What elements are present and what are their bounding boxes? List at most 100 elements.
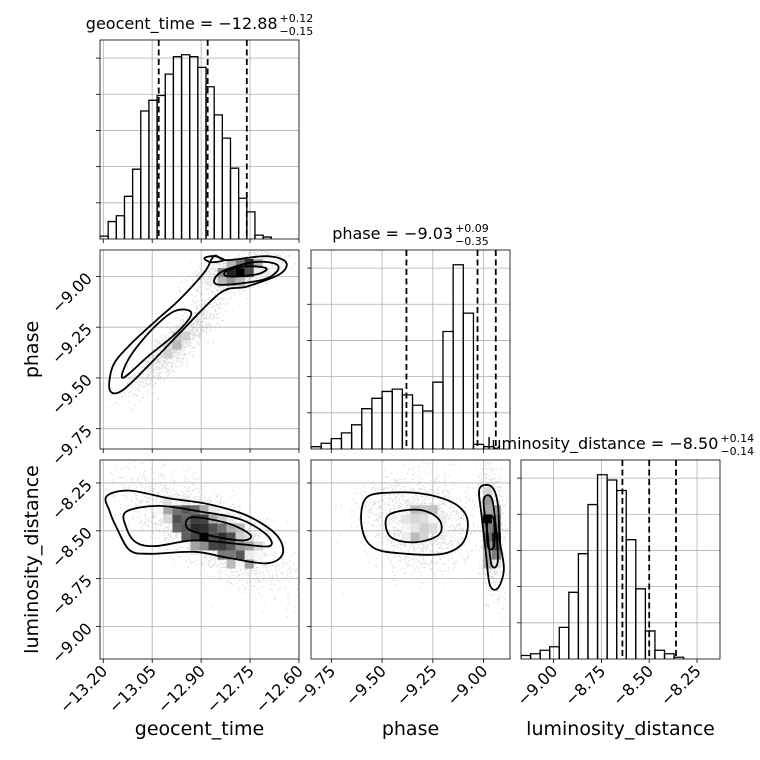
histogram-bar-luminosity_distance-6 [577, 553, 589, 659]
ytick-label-phase-0: −9.75 [48, 421, 96, 469]
histogram-bar-phase-1 [320, 442, 332, 449]
histogram-bar-geocent_time-10 [180, 54, 191, 239]
contour-geocent_time-phase-4 [203, 255, 225, 264]
histogram-bar-luminosity_distance-16 [673, 656, 685, 659]
histogram-panel-geocent_time [96, 39, 300, 243]
ytick-label-luminosity_distance-2: −8.50 [48, 523, 96, 571]
scatter-panel-phase-luminosity_distance [307, 459, 511, 663]
title-text-phase: phase = −9.03 [332, 224, 453, 243]
histogram-bar-luminosity_distance-10 [616, 489, 627, 659]
ytick-label-luminosity_distance-3: −8.25 [48, 475, 96, 523]
title-minus-phase: −0.35 [455, 235, 489, 248]
histogram-bar-geocent_time-18 [246, 211, 256, 239]
histogram-bar-luminosity_distance-5 [568, 591, 580, 659]
histogram-bar-phase-3 [340, 432, 353, 449]
histogram-bar-luminosity_distance-11 [625, 539, 637, 659]
histogram-bar-luminosity_distance-2 [539, 649, 551, 659]
contour-phase-luminosity_distance-4 [485, 515, 496, 551]
histogram-bar-geocent_time-19 [254, 234, 264, 239]
title-plus-luminosity_distance: +0.14 [720, 432, 754, 445]
contour-phase-luminosity_distance-1 [384, 508, 443, 544]
histogram-bar-phase-11 [422, 410, 434, 449]
title-plus-geocent_time: +0.12 [280, 12, 314, 25]
histogram-bar-phase-14 [452, 264, 464, 449]
xtick-label-luminosity_distance-2: −8.50 [609, 661, 657, 709]
title-minus-luminosity_distance: −0.14 [720, 445, 754, 458]
panel-frame-geocent_time-luminosity_distance [99, 459, 300, 660]
contour-geocent_time-luminosity_distance-1 [122, 504, 273, 548]
histogram-bar-geocent_time-20 [262, 236, 272, 239]
xtick-label-geocent_time-2: −12.90 [154, 661, 209, 716]
title-minus-geocent_time: −0.15 [280, 25, 314, 38]
ylabel-luminosity_distance: luminosity_distance [21, 465, 43, 654]
contour-geocent_time-phase-1 [120, 308, 193, 379]
histogram-bar-geocent_time-17 [238, 197, 248, 239]
histogram-bar-luminosity_distance-4 [558, 626, 570, 659]
title-plus-phase: +0.09 [455, 222, 489, 235]
histogram-bar-phase-16 [472, 443, 485, 449]
title-text-luminosity_distance: luminosity_distance = −8.50 [487, 434, 718, 454]
histogram-bar-phase-15 [462, 312, 475, 449]
histogram-bar-phase-4 [350, 424, 363, 449]
sample-points-geocent_time-phase [106, 250, 296, 446]
histogram-bar-phase-9 [401, 394, 414, 449]
histogram-bar-luminosity_distance-14 [654, 649, 666, 659]
panel-title-luminosity_distance: luminosity_distance = −8.50 +0.14−0.14 [487, 432, 754, 458]
histogram-bar-phase-8 [391, 388, 404, 449]
histogram-panel-luminosity_distance [517, 459, 721, 663]
histogram-bar-geocent_time-12 [197, 66, 207, 239]
histogram-bar-geocent_time-4 [131, 168, 142, 239]
ytick-label-phase-2: −9.25 [48, 320, 96, 368]
histogram-bar-luminosity_distance-15 [663, 653, 675, 659]
panel-frame-luminosity_distance [520, 459, 721, 660]
panel-frame-geocent_time-phase [99, 249, 300, 450]
histogram-bar-phase-17 [482, 446, 495, 449]
xlabel-phase: phase [382, 718, 439, 740]
ytick-label-phase-1: −9.50 [48, 370, 96, 418]
histogram-bar-phase-7 [381, 390, 393, 449]
title-text-geocent_time: geocent_time = −12.88 [86, 14, 278, 34]
histogram-bar-phase-12 [432, 381, 444, 449]
histogram-bar-luminosity_distance-9 [606, 479, 618, 659]
contour-geocent_time-luminosity_distance-0 [104, 489, 285, 565]
ytick-label-luminosity_distance-0: −9.00 [48, 619, 96, 667]
contour-phase-luminosity_distance-0 [360, 491, 469, 556]
xlabel-geocent_time: geocent_time [135, 718, 264, 740]
histogram-bar-luminosity_distance-8 [596, 474, 608, 659]
histogram-bar-luminosity_distance-1 [529, 653, 541, 659]
histogram-bar-phase-2 [330, 437, 343, 449]
sample-points-phase-luminosity_distance [335, 460, 510, 636]
histogram-bar-luminosity_distance-0 [521, 654, 532, 659]
panel-frame-geocent_time [99, 39, 300, 240]
xtick-label-phase-2: −9.25 [393, 661, 441, 709]
histogram-bar-geocent_time-14 [213, 114, 223, 239]
xtick-label-luminosity_distance-0: −9.00 [513, 661, 561, 709]
scatter-panel-geocent_time-luminosity_distance [96, 459, 300, 663]
histogram-panel-phase [307, 249, 511, 453]
histogram-bar-phase-13 [442, 330, 454, 449]
contour-phase-luminosity_distance-2 [478, 484, 505, 591]
ytick-label-luminosity_distance-1: −8.75 [48, 571, 96, 619]
panel-frame-phase-luminosity_distance [310, 459, 511, 660]
contour-geocent_time-phase-2 [213, 260, 280, 286]
histogram-bar-luminosity_distance-3 [549, 646, 560, 659]
histogram-bar-geocent_time-8 [164, 73, 175, 239]
histogram-bar-luminosity_distance-12 [635, 588, 647, 659]
panel-title-geocent_time: geocent_time = −12.88 +0.12−0.15 [86, 12, 313, 38]
contour-geocent_time-phase-0 [108, 254, 288, 395]
scatter-panel-geocent_time-phase [96, 249, 300, 453]
ytick-label-phase-3: −9.00 [48, 269, 96, 317]
contour-geocent_time-phase-3 [223, 265, 268, 278]
histogram-bar-geocent_time-6 [148, 99, 158, 239]
histogram-bar-geocent_time-9 [172, 56, 183, 239]
histogram-bar-geocent_time-11 [189, 56, 199, 239]
xtick-label-phase-3: −9.00 [443, 661, 491, 709]
histogram-bar-luminosity_distance-7 [587, 503, 599, 659]
histogram-bar-geocent_time-1 [107, 220, 117, 239]
panel-frame-phase [310, 249, 511, 450]
histogram-bar-phase-10 [411, 404, 424, 449]
ylabel-phase: phase [21, 321, 43, 378]
xtick-label-phase-1: −9.50 [342, 661, 390, 709]
xtick-label-luminosity_distance-1: −8.75 [561, 661, 609, 709]
